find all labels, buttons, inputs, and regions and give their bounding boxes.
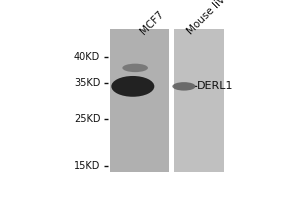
Text: MCF7: MCF7 bbox=[139, 9, 166, 36]
Ellipse shape bbox=[172, 82, 196, 91]
Text: 35KD: 35KD bbox=[74, 78, 100, 88]
Text: 15KD: 15KD bbox=[74, 161, 100, 171]
Text: DERL1: DERL1 bbox=[197, 81, 233, 91]
Ellipse shape bbox=[111, 76, 154, 97]
Bar bbox=[110, 29, 169, 172]
Bar bbox=[173, 29, 224, 172]
Text: 40KD: 40KD bbox=[74, 52, 100, 62]
Bar bbox=[169, 29, 173, 172]
Text: 25KD: 25KD bbox=[74, 114, 100, 124]
Text: Mouse liver: Mouse liver bbox=[185, 0, 235, 36]
Ellipse shape bbox=[122, 64, 148, 72]
